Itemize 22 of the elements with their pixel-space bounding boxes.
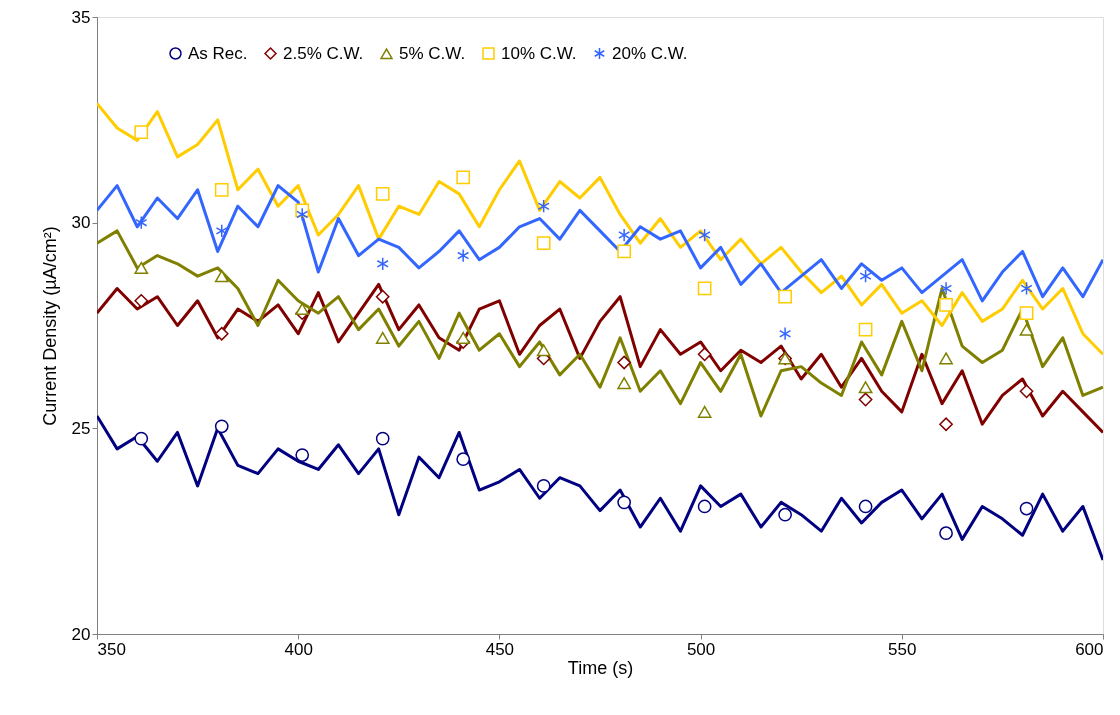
legend-label: As Rec. bbox=[188, 43, 248, 63]
y-tick-label: 30 bbox=[71, 213, 91, 233]
x-tick-label: 550 bbox=[888, 639, 917, 659]
line-series bbox=[97, 414, 1103, 562]
line-series bbox=[97, 101, 1103, 356]
x-axis-title: Time (s) bbox=[567, 657, 634, 678]
legend-label: 20% C.W. bbox=[612, 43, 688, 63]
x-tick-label: 350 bbox=[97, 639, 126, 659]
y-tick-label: 25 bbox=[71, 418, 91, 438]
legend-label: 5% C.W. bbox=[399, 43, 466, 63]
x-tick-label: 400 bbox=[284, 639, 313, 659]
x-tick-label: 500 bbox=[686, 639, 716, 659]
y-tick-label: 35 bbox=[71, 7, 91, 27]
legend-label: 10% C.W. bbox=[501, 43, 577, 63]
y-axis-title: Current Density (µA/cm²) bbox=[39, 226, 60, 426]
legend-label: 2.5% C.W. bbox=[283, 43, 364, 63]
line-series bbox=[97, 282, 1103, 434]
y-tick-label: 20 bbox=[71, 624, 91, 644]
x-tick-label: 450 bbox=[485, 639, 515, 659]
x-tick-label: 600 bbox=[1075, 639, 1104, 659]
line-series bbox=[97, 184, 1103, 303]
line-series bbox=[97, 229, 1103, 418]
